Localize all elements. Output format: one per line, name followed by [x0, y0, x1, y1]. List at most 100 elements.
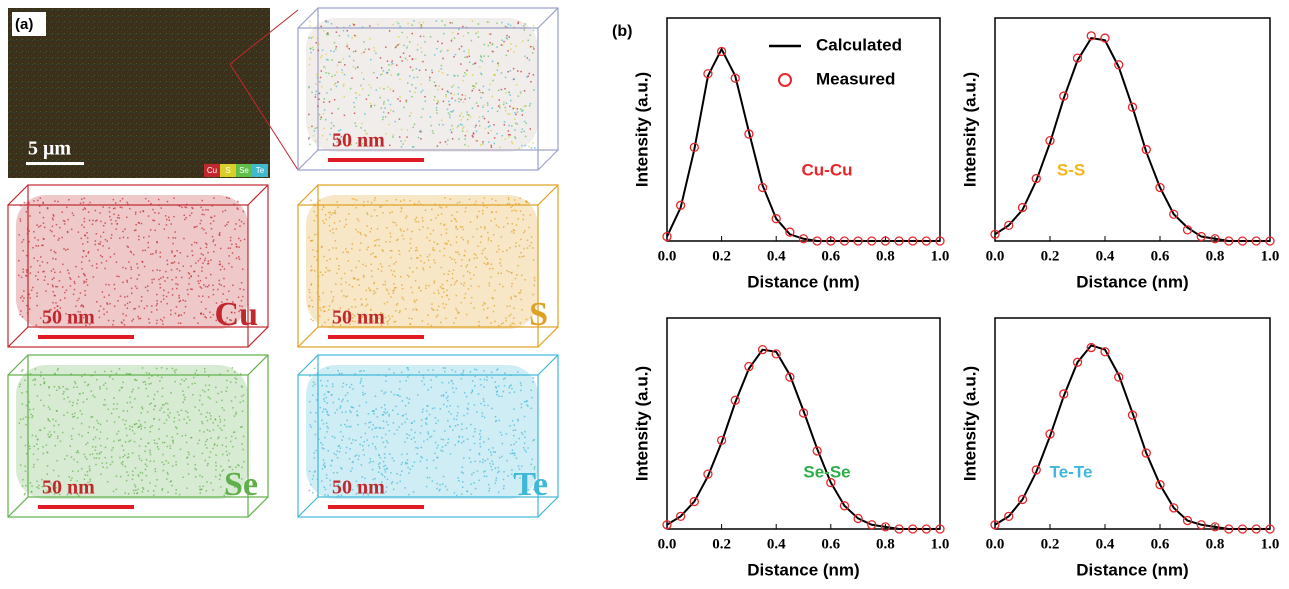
atom	[104, 457, 106, 459]
atom	[443, 288, 445, 290]
atom	[514, 453, 516, 455]
atom	[208, 260, 210, 262]
atom	[372, 443, 374, 445]
atom	[388, 415, 390, 417]
atom	[390, 296, 392, 298]
atom	[324, 322, 326, 324]
atom	[385, 471, 387, 473]
atom	[512, 322, 514, 324]
atom	[31, 289, 33, 291]
atom	[201, 270, 203, 272]
atom	[87, 241, 89, 243]
atom	[57, 368, 59, 370]
atom	[418, 371, 420, 373]
atom	[497, 472, 499, 474]
atom	[322, 274, 324, 276]
atom	[500, 265, 502, 267]
atom	[433, 292, 435, 294]
atom	[385, 284, 387, 286]
atom	[308, 87, 310, 89]
atom	[475, 254, 477, 256]
atom	[106, 467, 108, 469]
atom	[451, 220, 453, 222]
atom	[351, 468, 353, 470]
atom	[314, 220, 316, 222]
atom	[179, 494, 181, 496]
atom	[525, 23, 527, 25]
atom	[104, 222, 106, 224]
atom	[138, 420, 140, 422]
atom	[424, 262, 426, 264]
atom	[321, 70, 323, 72]
atom	[428, 260, 430, 262]
atom	[26, 269, 28, 271]
atom	[113, 320, 115, 322]
atom	[81, 468, 83, 470]
atom	[144, 308, 146, 310]
atom	[205, 416, 207, 418]
atom	[452, 22, 454, 24]
atom	[344, 64, 346, 66]
atom	[514, 391, 516, 393]
atom	[345, 395, 347, 397]
atom	[49, 394, 51, 396]
atom	[308, 37, 310, 39]
atom	[352, 198, 354, 200]
plot-frame	[667, 318, 940, 529]
atom	[78, 434, 80, 436]
atom	[497, 273, 499, 275]
atom	[357, 218, 359, 220]
atom	[523, 232, 525, 234]
atom	[441, 207, 443, 209]
atom	[80, 410, 82, 412]
atom	[116, 408, 118, 410]
atom	[33, 466, 35, 468]
atom	[421, 425, 423, 427]
atom	[457, 477, 459, 479]
atom	[243, 461, 245, 463]
atom	[166, 368, 168, 370]
atom	[436, 48, 438, 50]
atom	[405, 308, 407, 310]
atom	[243, 436, 245, 438]
atom	[519, 197, 521, 199]
atom	[326, 385, 328, 387]
atom	[158, 428, 160, 430]
atom	[316, 127, 318, 128]
atom	[489, 125, 491, 127]
atom	[171, 223, 173, 225]
atom	[18, 275, 20, 277]
atom	[527, 405, 529, 407]
atom	[336, 31, 338, 33]
atom	[29, 446, 31, 448]
atom	[384, 303, 386, 305]
atom	[130, 277, 132, 279]
atom	[47, 434, 49, 436]
atom	[156, 294, 158, 296]
atom	[501, 434, 503, 436]
atom	[108, 320, 110, 322]
atom	[449, 257, 451, 259]
atom	[488, 132, 490, 134]
atom	[497, 111, 499, 113]
atom	[488, 56, 490, 58]
atom	[358, 220, 360, 222]
atom	[214, 215, 216, 217]
atom	[171, 252, 173, 254]
atom	[501, 135, 503, 137]
atom	[491, 145, 493, 147]
atom	[72, 212, 74, 214]
atom	[106, 260, 108, 262]
atom	[433, 282, 435, 284]
atom	[521, 309, 523, 311]
atom	[137, 316, 139, 318]
atom	[435, 442, 437, 444]
scale-bar	[328, 505, 424, 509]
atom	[399, 381, 401, 383]
atom	[427, 227, 429, 229]
atom	[311, 300, 313, 302]
atom	[225, 437, 227, 439]
atom	[385, 408, 387, 410]
atom	[427, 323, 429, 325]
atom	[472, 64, 474, 66]
